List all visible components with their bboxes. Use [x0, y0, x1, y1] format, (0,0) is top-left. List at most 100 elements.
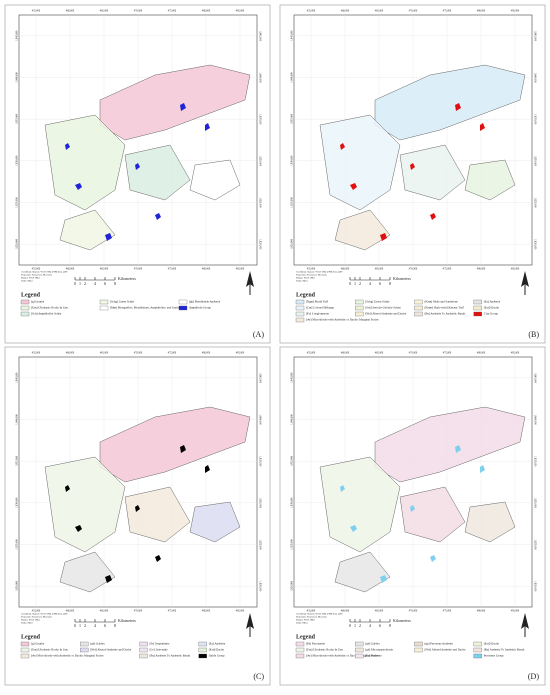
geologic-unit — [44, 114, 126, 211]
grid-label: 1,820,000 — [258, 581, 261, 592]
legend-label: (Ba) Andesite To Andesitic Basalt — [484, 648, 525, 652]
legend-label: Amphibole Group — [189, 306, 211, 310]
geologic-unit — [334, 551, 391, 593]
legend-swatch — [295, 317, 305, 323]
legend-swatch — [20, 653, 30, 659]
grid-label: 460,000 — [341, 352, 350, 355]
grid-label: 475,000 — [168, 10, 177, 13]
legend-swatch — [414, 311, 423, 317]
grid-label: 1,840,000 — [16, 414, 19, 425]
legend-label: Pyroxene Group — [484, 654, 504, 658]
mineral-occurrence — [480, 465, 485, 473]
grid-label: 1,840,000 — [258, 414, 261, 425]
legend-swatch — [295, 641, 305, 647]
grid-label: 455,000 — [32, 610, 41, 613]
mineral-occurrence — [105, 575, 112, 583]
legend-label: (Ngm) Marly Tuff — [306, 300, 328, 304]
grid-label: 475,000 — [443, 352, 452, 355]
grid-label: 470,000 — [134, 352, 143, 355]
scale-label: 6 — [379, 281, 381, 286]
grid-label: 1,840,000 — [291, 72, 294, 83]
coordinate-note: Coordinate System: WGS 1984 UTM Zone 48N — [296, 271, 343, 274]
legend-swatch — [198, 653, 207, 659]
legend-label: (Ntd) Altered Andesite and Dacite — [90, 648, 132, 652]
legend-swatch — [414, 641, 423, 647]
grid-label: 1,830,000 — [291, 155, 294, 166]
legend-title: Legend — [296, 634, 316, 640]
legend-swatch — [355, 305, 364, 311]
scale-label: 2 — [84, 281, 86, 286]
mineral-occurrence — [135, 505, 140, 512]
scale-unit: Kilometers — [393, 618, 411, 623]
grid-label: 1,840,000 — [258, 72, 261, 83]
legend-label: (Py) Pyroxenite — [306, 642, 326, 646]
legend-swatch — [355, 299, 364, 305]
legend-label: (Ba) Andesite To Andesitic Basalt — [425, 312, 466, 316]
grid-label: 1,830,000 — [258, 156, 261, 167]
grid-label: 1,825,000 — [533, 197, 536, 208]
legend-swatch — [473, 299, 482, 305]
grid-label: 485,000 — [511, 610, 520, 613]
scale-label: 1 — [354, 623, 356, 628]
legend-swatch — [20, 299, 30, 305]
mineral-occurrence — [455, 445, 461, 453]
grid-label: 480,000 — [477, 352, 486, 355]
scale-label: 6 — [104, 623, 106, 628]
legend-label: (Um) Ultrabasic Rocks In Gen — [31, 648, 68, 652]
grid-label: 465,000 — [100, 352, 109, 355]
grid-label: 1,820,000 — [291, 580, 294, 591]
geologic-unit — [464, 159, 516, 201]
coordinate-note: Projection: Transverse Mercator — [21, 274, 52, 277]
panel-label: (C) — [253, 672, 264, 681]
grid-label: 470,000 — [134, 610, 143, 613]
grid-label: 1,825,000 — [258, 539, 261, 550]
grid-label: 1,830,000 — [533, 498, 536, 509]
legend-swatch — [473, 311, 482, 317]
legend-title: Legend — [21, 634, 41, 640]
legend-swatch — [20, 647, 30, 653]
grid-label: 485,000 — [511, 352, 520, 355]
grid-label: 1,835,000 — [291, 113, 294, 124]
grid-label: 475,000 — [168, 268, 177, 271]
grid-label: 1,825,000 — [291, 197, 294, 208]
scale-label: 0 — [349, 281, 351, 286]
geologic-unit — [59, 551, 116, 593]
scale-label: 8 — [389, 623, 391, 628]
legend-swatch — [414, 305, 423, 311]
panel-label: (A) — [253, 330, 264, 339]
scale-label: 0 — [74, 623, 76, 628]
legend-label: (Ba) Andesite To Andesitic Basalt — [150, 654, 191, 658]
legend-swatch — [295, 305, 305, 311]
geologic-unit — [124, 486, 191, 543]
geologic-unit — [124, 144, 191, 201]
legend-label: (Ksm) Shale and Sandstone — [425, 300, 459, 304]
grid-label: 485,000 — [511, 268, 520, 271]
legend-swatch — [414, 299, 423, 305]
grid-label: 465,000 — [375, 610, 384, 613]
mineral-occurrence — [350, 525, 357, 532]
grid-label: 475,000 — [443, 10, 452, 13]
grid-label: 1,835,000 — [258, 114, 261, 125]
mineral-occurrence — [180, 103, 186, 111]
geologic-unit — [464, 501, 516, 543]
grid-label: 455,000 — [307, 10, 316, 13]
grid-label: 480,000 — [202, 10, 211, 13]
legend-swatch — [20, 641, 30, 647]
coordinate-note: Datum: WGS 1984 — [21, 277, 40, 280]
grid-label: 1,820,000 — [533, 239, 536, 250]
legend-swatch — [139, 647, 148, 653]
scale-label: 6 — [104, 281, 106, 286]
legend-label: (Ea) Andesite — [484, 300, 501, 304]
north-arrow — [246, 613, 254, 629]
scale-unit: Kilometers — [393, 276, 411, 281]
legend-label: (g) Granite — [31, 300, 45, 304]
grid-label: 475,000 — [168, 610, 177, 613]
legend-label: (Ead) Dacite — [484, 306, 500, 310]
mineral-occurrence — [340, 485, 345, 492]
grid-label: 1,835,000 — [291, 455, 294, 466]
north-arrow — [246, 271, 254, 287]
legend-label: (dw) Microdiorite with Andesitic or Daci… — [31, 654, 104, 658]
mineral-occurrence — [430, 555, 436, 562]
grid-label: 485,000 — [236, 268, 245, 271]
grid-label: 455,000 — [307, 352, 316, 355]
